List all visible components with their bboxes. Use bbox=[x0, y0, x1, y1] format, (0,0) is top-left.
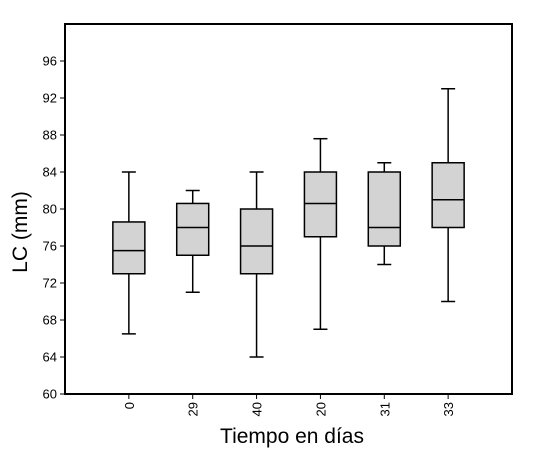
y-tick-label: 64 bbox=[43, 350, 57, 365]
boxes-layer bbox=[112, 88, 465, 358]
y-tick-label: 72 bbox=[43, 276, 57, 291]
iqr-box bbox=[303, 171, 338, 238]
box-40 bbox=[239, 171, 274, 358]
box-20 bbox=[303, 137, 338, 330]
box-33 bbox=[431, 88, 465, 303]
box-29 bbox=[175, 189, 210, 293]
y-tick-label: 68 bbox=[43, 313, 57, 328]
x-tick-label: 29 bbox=[186, 402, 201, 416]
y-tick-label: 80 bbox=[43, 202, 57, 217]
y-tick-label: 96 bbox=[43, 54, 57, 69]
x-tick-label: 40 bbox=[250, 402, 265, 416]
y-axis-title: LC (mm) bbox=[9, 191, 32, 273]
y-axis: 60 64 68 72 76 80 84 88 92 96 bbox=[43, 54, 65, 402]
iqr-box bbox=[431, 162, 465, 229]
x-tick-label: 31 bbox=[377, 402, 392, 416]
x-axis-title: Tiempo en días bbox=[220, 425, 364, 448]
y-tick-label: 76 bbox=[43, 239, 57, 254]
iqr-box bbox=[367, 171, 402, 247]
y-tick-label: 88 bbox=[43, 128, 57, 143]
y-tick-label: 92 bbox=[43, 91, 57, 106]
x-tick-label: 33 bbox=[441, 402, 456, 416]
y-tick-label: 84 bbox=[43, 165, 57, 180]
iqr-box bbox=[239, 208, 274, 275]
iqr-box bbox=[112, 221, 146, 275]
iqr-box bbox=[175, 202, 210, 256]
box-31 bbox=[367, 162, 402, 266]
x-tick-label: 20 bbox=[313, 402, 328, 416]
x-axis: 0 29 40 20 31 33 bbox=[122, 394, 456, 416]
x-tick-label: 0 bbox=[122, 402, 137, 409]
y-tick-label: 60 bbox=[43, 387, 57, 402]
box-0 bbox=[112, 171, 146, 335]
